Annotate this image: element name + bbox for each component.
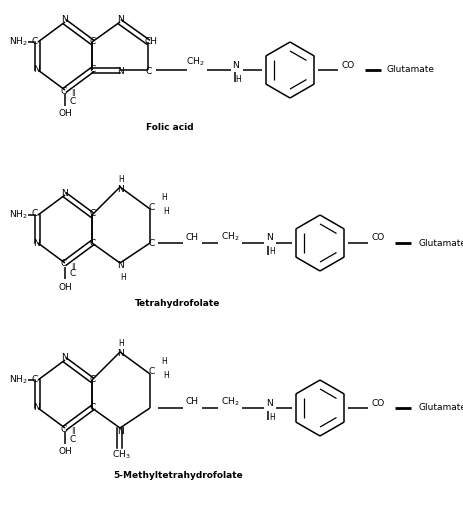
- Text: CO: CO: [370, 233, 384, 242]
- Text: OH: OH: [58, 110, 72, 119]
- Text: N: N: [118, 16, 124, 24]
- Text: ‖: ‖: [71, 263, 75, 269]
- Text: ‖: ‖: [71, 427, 75, 435]
- Text: CO: CO: [370, 398, 384, 408]
- Text: N: N: [118, 426, 124, 436]
- Text: Glutamate: Glutamate: [386, 66, 434, 74]
- Text: CH: CH: [185, 232, 198, 241]
- Text: N: N: [232, 60, 239, 70]
- Text: H: H: [163, 371, 169, 381]
- Text: N: N: [62, 16, 68, 24]
- Text: NH$_2$: NH$_2$: [9, 209, 27, 221]
- Text: H: H: [163, 206, 169, 215]
- Text: CH: CH: [185, 397, 198, 407]
- Text: ‖: ‖: [71, 89, 75, 97]
- Text: C: C: [90, 404, 96, 412]
- Text: N: N: [62, 354, 68, 362]
- Text: OH: OH: [58, 448, 72, 457]
- Text: N: N: [62, 188, 68, 198]
- Text: C: C: [90, 374, 96, 384]
- Text: C: C: [70, 435, 76, 444]
- Text: H: H: [120, 272, 125, 281]
- Text: H: H: [269, 412, 274, 422]
- Text: Glutamate: Glutamate: [418, 239, 463, 248]
- Text: Glutamate: Glutamate: [418, 404, 463, 412]
- Text: N: N: [118, 67, 124, 75]
- Text: C: C: [90, 210, 96, 218]
- Text: N: N: [118, 262, 124, 270]
- Text: CH: CH: [144, 36, 157, 45]
- Text: Folic acid: Folic acid: [146, 123, 194, 132]
- Text: N: N: [118, 349, 124, 358]
- Text: OH: OH: [58, 282, 72, 292]
- Text: NH$_2$: NH$_2$: [9, 374, 27, 386]
- Text: N: N: [33, 66, 40, 74]
- Text: 5-Methyltetrahydrofolate: 5-Methyltetrahydrofolate: [113, 471, 242, 479]
- Text: H: H: [118, 175, 124, 184]
- Text: N: N: [33, 404, 40, 412]
- Text: Tetrahydrofolate: Tetrahydrofolate: [135, 298, 220, 307]
- Text: H: H: [118, 340, 124, 348]
- Text: C: C: [149, 368, 155, 376]
- Text: C: C: [149, 240, 155, 249]
- Text: C: C: [90, 36, 96, 45]
- Text: C: C: [70, 97, 76, 106]
- Text: C: C: [32, 374, 38, 384]
- Text: CH$_2$: CH$_2$: [220, 396, 239, 408]
- Text: N: N: [266, 233, 273, 242]
- Text: H: H: [269, 248, 274, 256]
- Text: C: C: [90, 66, 96, 74]
- Text: C: C: [32, 210, 38, 218]
- Text: N: N: [266, 398, 273, 408]
- Text: C: C: [61, 86, 67, 96]
- Text: H: H: [161, 192, 167, 201]
- Text: CH$_2$: CH$_2$: [220, 231, 239, 243]
- Text: C: C: [61, 424, 67, 434]
- Text: N: N: [118, 185, 124, 193]
- Text: C: C: [145, 67, 152, 75]
- Text: CH$_3$: CH$_3$: [112, 449, 130, 461]
- Text: CH$_2$: CH$_2$: [185, 56, 204, 68]
- Text: N: N: [33, 239, 40, 248]
- Text: CO: CO: [341, 60, 354, 70]
- Text: C: C: [32, 36, 38, 45]
- Text: C: C: [70, 269, 76, 279]
- Text: C: C: [61, 259, 67, 268]
- Text: C: C: [149, 202, 155, 212]
- Text: H: H: [161, 358, 167, 367]
- Text: C: C: [90, 239, 96, 248]
- Text: H: H: [235, 74, 240, 84]
- Text: NH$_2$: NH$_2$: [9, 36, 27, 48]
